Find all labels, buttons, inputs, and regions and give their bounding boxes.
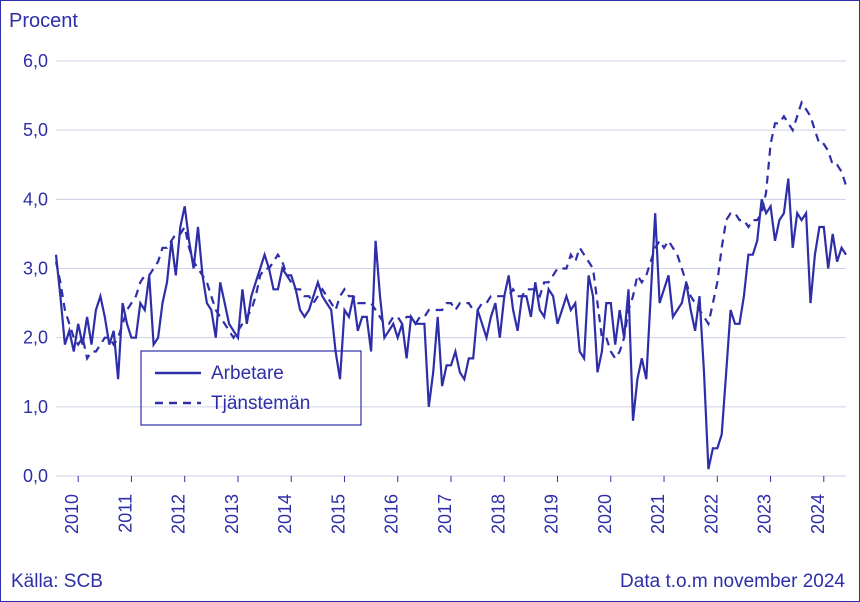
x-tick-label: 2010 [62,494,82,534]
x-tick-label: 2013 [222,494,242,534]
x-tick-label: 2020 [595,494,615,534]
y-tick-label: 6,0 [23,51,48,71]
x-tick-label: 2012 [169,494,189,534]
y-tick-label: 4,0 [23,189,48,209]
footer-source: Källa: SCB [11,571,103,592]
chart-container: Procent 0,0 1,0 2,0 3,0 4,0 5,0 6,0 2010 2011 2012… [0,0,860,602]
x-tick-label: 2023 [755,494,775,534]
x-tick-label: 2019 [542,494,562,534]
x-tick-label: 2021 [648,494,668,534]
x-tick-label: 2015 [328,494,348,534]
y-axis-title: Procent [9,10,78,32]
footer-date: Data t.o.m november 2024 [620,571,845,592]
x-tick-label: 2016 [382,494,402,534]
x-tick-label: 2017 [435,494,455,534]
y-tick-label: 2,0 [23,328,48,348]
x-tick-label: 2011 [115,494,135,533]
chart-svg: Procent 0,0 1,0 2,0 3,0 4,0 5,0 6,0 2010 2011 2012… [1,1,859,601]
y-tick-label: 1,0 [23,397,48,417]
series-tjänstemän [56,103,846,359]
x-tick-label: 2018 [488,494,508,534]
legend-label-tjansteman: Tjänstemän [211,393,310,414]
y-tick-label: 5,0 [23,120,48,140]
legend-label-arbetare: Arbetare [211,363,284,384]
x-tick-label: 2022 [701,494,721,534]
y-tick-label: 0,0 [23,466,48,486]
x-tick-label: 2024 [808,494,828,534]
y-tick-label: 3,0 [23,259,48,279]
x-tick-label: 2014 [275,494,295,534]
